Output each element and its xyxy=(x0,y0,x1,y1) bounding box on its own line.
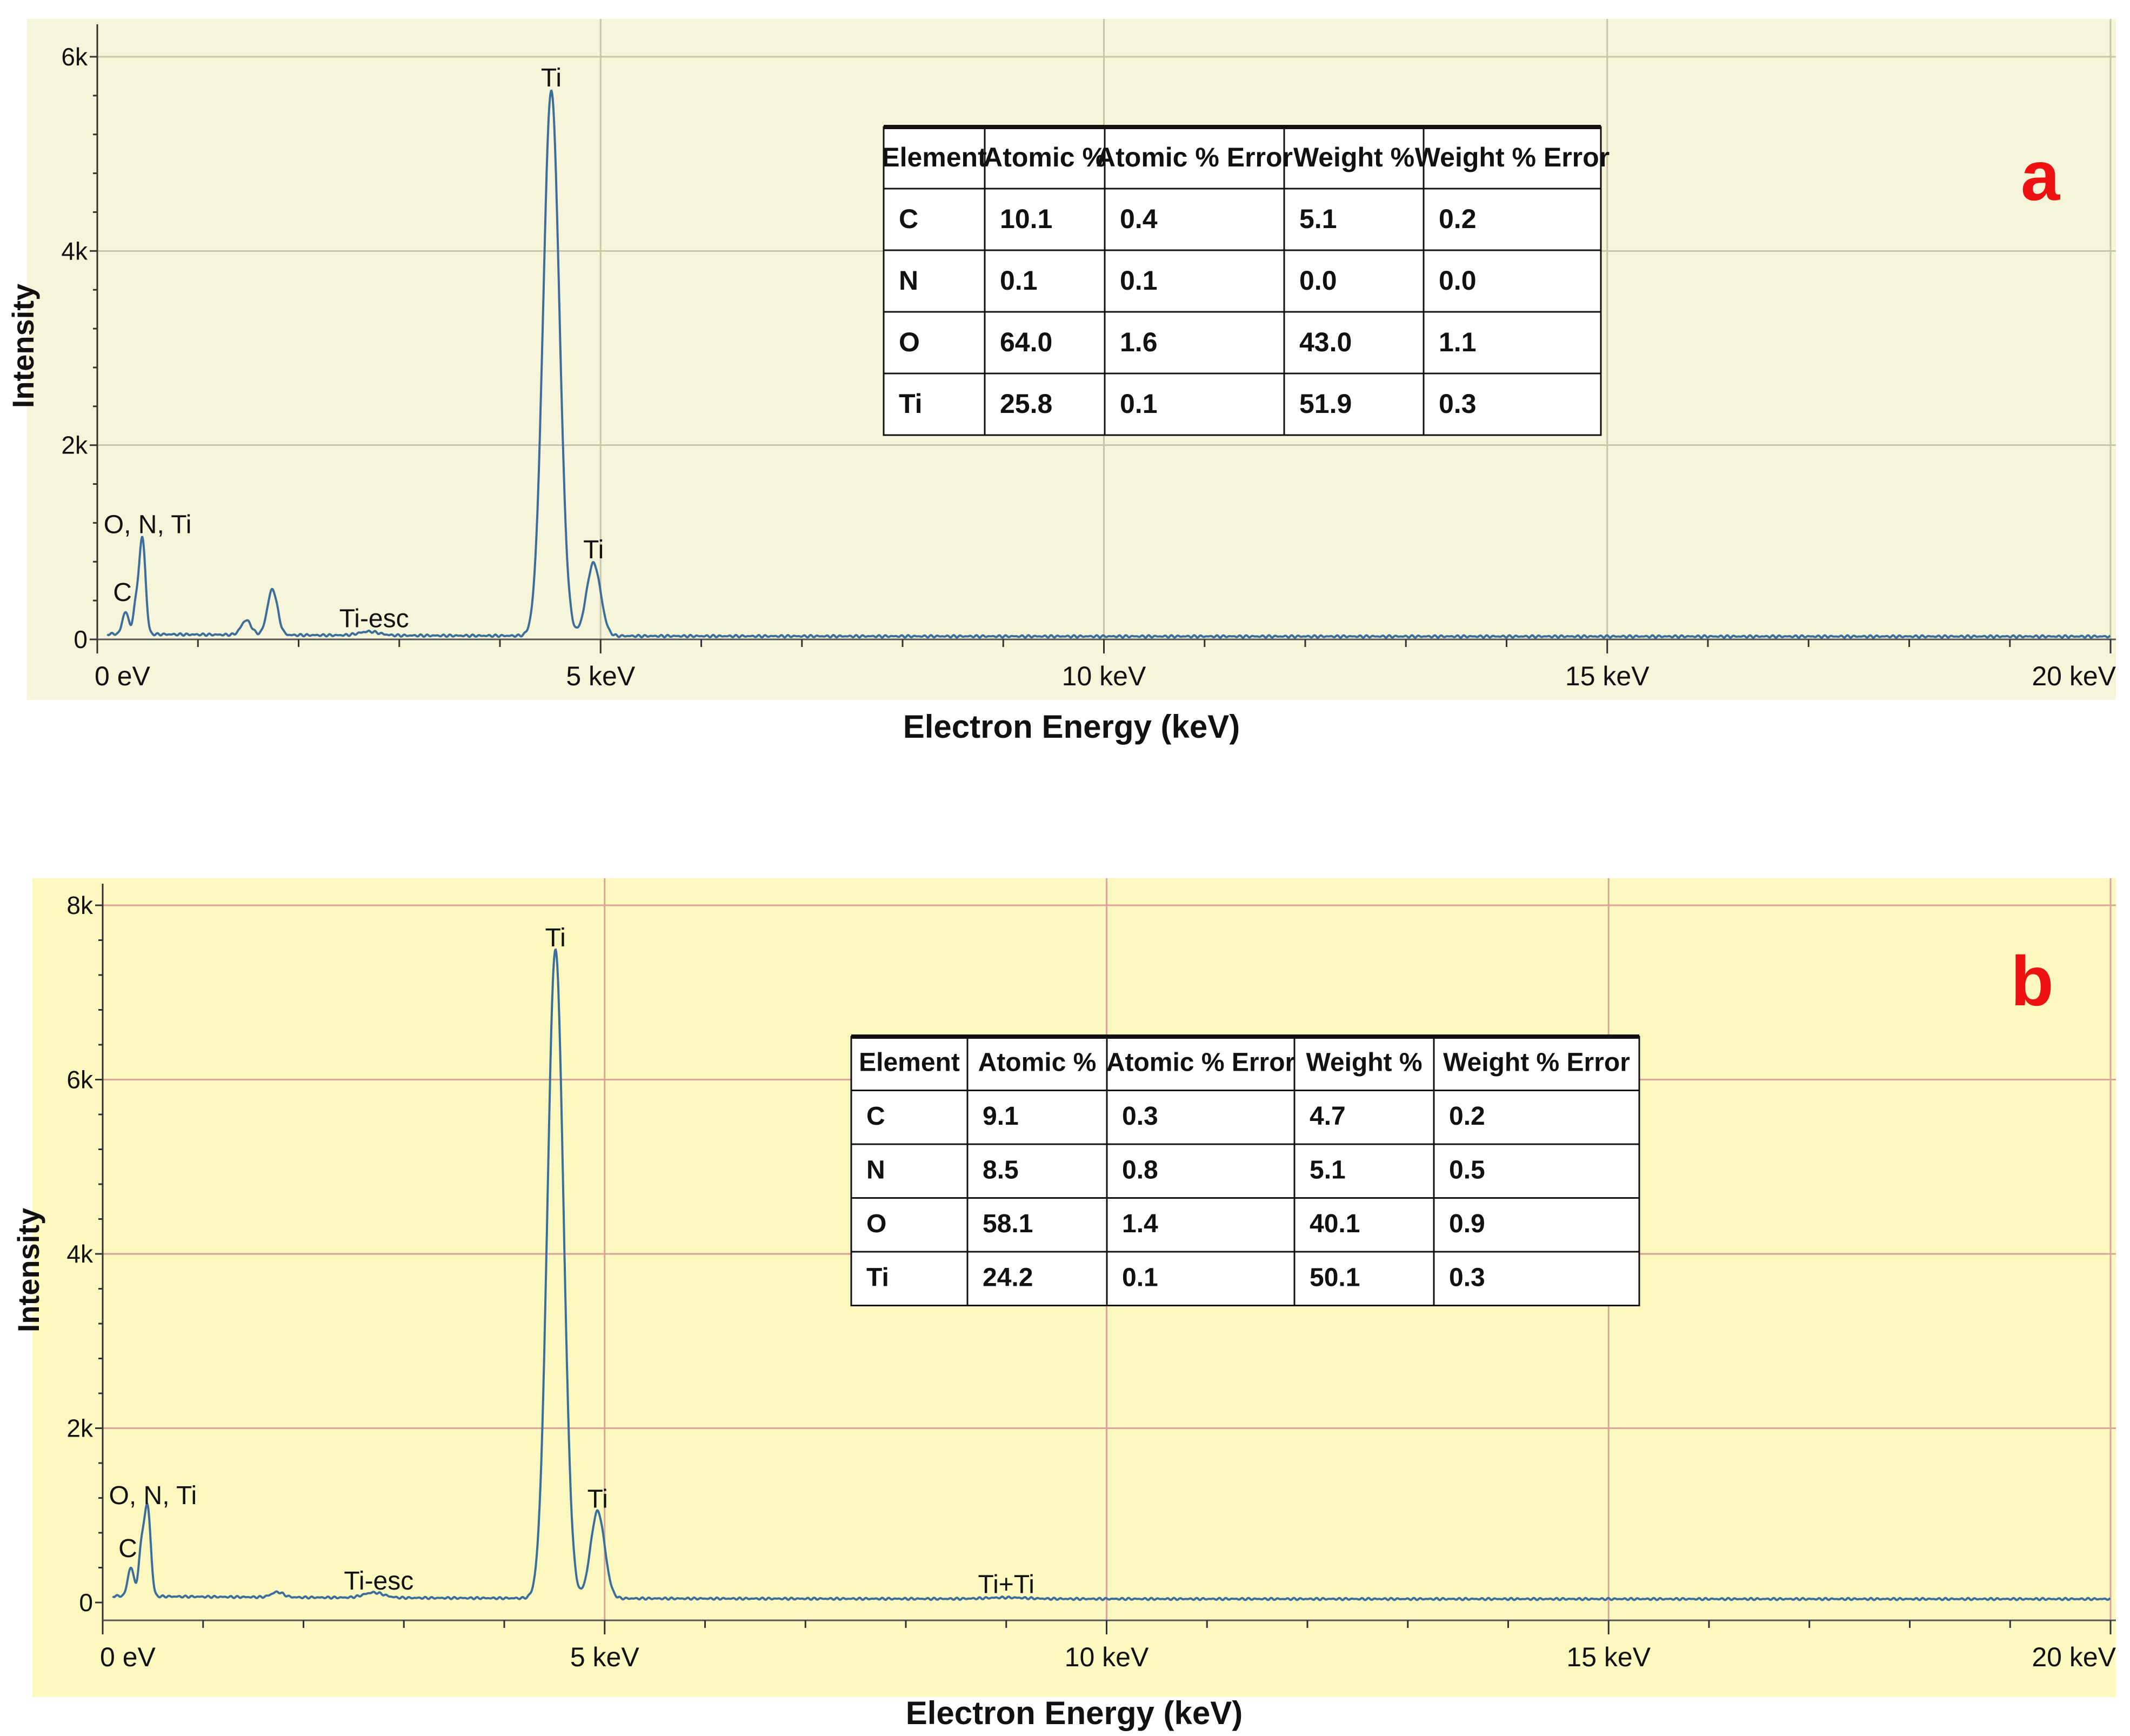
table-cell: 9.1 xyxy=(983,1102,1019,1131)
table-cell: 1.1 xyxy=(1439,327,1477,357)
table-cell: 58.1 xyxy=(983,1210,1033,1238)
table-cell: Ti xyxy=(899,389,923,419)
table-header-cell: Atomic % xyxy=(978,1049,1097,1077)
x-tick-label: 20 keV xyxy=(2032,1642,2116,1672)
x-tick-label: 10 keV xyxy=(1065,1642,1149,1672)
x-tick-label: 10 keV xyxy=(1062,661,1146,691)
table-cell: O xyxy=(899,327,920,357)
table-cell: 0.1 xyxy=(1120,265,1158,296)
table-cell: 43.0 xyxy=(1299,327,1352,357)
x-tick-label: 15 keV xyxy=(1565,661,1650,691)
table-cell: 0.3 xyxy=(1439,389,1477,419)
table-header-cell: Atomic % Error xyxy=(1096,142,1293,172)
peak-annotation: Ti xyxy=(541,64,562,92)
table-header-cell: Weight % Error xyxy=(1443,1049,1630,1077)
table-cell: 10.1 xyxy=(1000,204,1052,234)
table-cell: 0.1 xyxy=(1120,389,1158,419)
y-tick-label: 8k xyxy=(66,891,94,919)
y-tick-label: 4k xyxy=(66,1240,94,1268)
table-cell: 1.4 xyxy=(1122,1210,1158,1238)
peak-annotation: C xyxy=(113,578,132,607)
table-cell: N xyxy=(899,265,918,296)
table-cell: 4.7 xyxy=(1310,1102,1346,1131)
table-cell: 5.1 xyxy=(1310,1156,1346,1185)
table-cell: 64.0 xyxy=(1000,327,1052,357)
table-cell: 0.2 xyxy=(1439,204,1477,234)
table-cell: 40.1 xyxy=(1310,1210,1360,1238)
x-tick-label: 15 keV xyxy=(1566,1642,1651,1672)
table-header-cell: Weight % xyxy=(1306,1049,1422,1077)
y-tick-label: 6k xyxy=(61,43,88,71)
peak-annotation: O, N, Ti xyxy=(104,510,192,539)
x-tick-label: 0 eV xyxy=(100,1642,156,1672)
composition-table: Element Atomic % Atomic % Error Weight % Wei… xyxy=(850,1034,1640,1306)
table-cell: 0.3 xyxy=(1122,1102,1158,1131)
spectrum-line xyxy=(106,89,2111,639)
table-cell: 5.1 xyxy=(1299,204,1337,234)
peak-annotation: Ti+Ti xyxy=(978,1570,1034,1599)
peak-annotation: C xyxy=(118,1534,137,1563)
y-axis-title: Intensity xyxy=(11,1208,45,1332)
y-tick-label: 6k xyxy=(66,1066,94,1094)
peak-annotation: O, N, Ti xyxy=(109,1481,197,1510)
y-tick-label: 4k xyxy=(61,237,88,265)
x-tick-label: 5 keV xyxy=(566,661,636,691)
table-cell: 0.8 xyxy=(1122,1156,1158,1185)
table-cell: O xyxy=(866,1210,886,1238)
table-header-cell: Element xyxy=(859,1049,960,1077)
table-cell: 0.2 xyxy=(1449,1102,1485,1131)
x-tick-label: 5 keV xyxy=(570,1642,640,1672)
spectrum-line xyxy=(112,948,2111,1601)
spectrum-panel-b: 0 eV 5 keV 10 keV 15 keV 20 keV 0 2k 4k 6k 8k Ti Ti… xyxy=(11,878,2116,1731)
table-header-cell: Element xyxy=(882,142,987,172)
table-header-cell: Atomic % Error xyxy=(1106,1049,1295,1077)
table-cell: 0.9 xyxy=(1449,1210,1485,1238)
table-cell: 0.1 xyxy=(1000,265,1038,296)
peak-annotation: Ti xyxy=(583,536,604,564)
peak-annotation: Ti xyxy=(587,1485,608,1513)
x-axis-title: Electron Energy (keV) xyxy=(906,1695,1243,1731)
y-tick-label: 2k xyxy=(61,431,88,459)
x-axis-title: Electron Energy (keV) xyxy=(903,709,1240,745)
table-cell: 24.2 xyxy=(983,1264,1033,1292)
table-header-cell: Atomic % xyxy=(983,142,1106,172)
table-cell: 0.0 xyxy=(1299,265,1337,296)
table-cell: N xyxy=(866,1156,885,1185)
x-tick-label: 20 keV xyxy=(2032,661,2116,691)
table-frame xyxy=(883,126,1602,436)
table-cell: C xyxy=(866,1102,885,1131)
table-frame xyxy=(850,1036,1640,1306)
y-axis-title: Intensity xyxy=(6,284,40,408)
y-tick-label: 2k xyxy=(66,1414,94,1443)
peak-annotation: Ti xyxy=(545,924,566,952)
table-cell: 0.1 xyxy=(1122,1264,1158,1292)
table-cell: 51.9 xyxy=(1299,389,1352,419)
panel-label: b xyxy=(2011,942,2053,1020)
table-cell: 25.8 xyxy=(1000,389,1052,419)
table-header-cell: Weight % xyxy=(1293,142,1414,172)
table-header-cell: Weight % Error xyxy=(1415,142,1610,172)
y-tick-label: 0 xyxy=(79,1588,93,1617)
peak-annotation: Ti-esc xyxy=(344,1567,413,1595)
x-tick-label: 0 eV xyxy=(95,661,151,691)
table-cell: 1.6 xyxy=(1120,327,1158,357)
table-cell: 0.4 xyxy=(1120,204,1158,234)
table-cell: 0.5 xyxy=(1449,1156,1485,1185)
y-tick-label: 0 xyxy=(74,625,88,653)
spectrum-panel-a: 0 eV 5 keV 10 keV 15 keV 20 keV 0 2k 4k 6k Ti Ti O,… xyxy=(6,19,2116,745)
table-cell: C xyxy=(899,204,918,234)
panel-label: a xyxy=(2021,136,2061,215)
table-cell: 0.3 xyxy=(1449,1264,1485,1292)
table-cell: 50.1 xyxy=(1310,1264,1360,1292)
peak-annotation: Ti-esc xyxy=(339,605,409,633)
table-cell: Ti xyxy=(866,1264,889,1292)
table-cell: 0.0 xyxy=(1439,265,1477,296)
table-cell: 8.5 xyxy=(983,1156,1019,1185)
